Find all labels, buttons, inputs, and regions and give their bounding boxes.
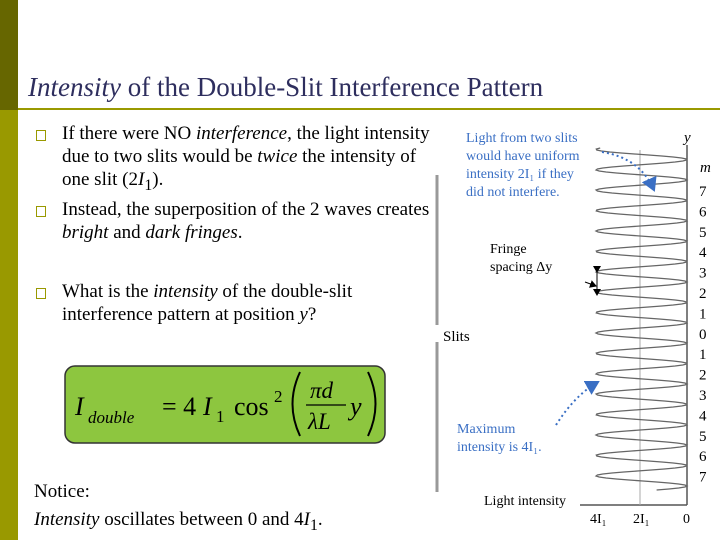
arrow xyxy=(584,280,597,288)
m-tick-label: 5 xyxy=(699,225,707,241)
m-tick-label: 2 xyxy=(699,368,707,384)
m-label: m xyxy=(700,160,711,176)
formula-den: λL xyxy=(307,409,331,434)
side-bar xyxy=(0,110,18,540)
m-tick-label: 2 xyxy=(699,286,707,302)
bullet-marker xyxy=(36,130,46,141)
annotation-line: spacing Δy xyxy=(490,260,552,275)
notice-head: Notice: xyxy=(34,481,90,502)
x-tick-label: 0 xyxy=(683,512,690,527)
formula-i: I xyxy=(202,392,213,421)
slits-label: Slits xyxy=(443,329,470,345)
notice-i: I xyxy=(303,509,310,530)
m-tick-label: 0 xyxy=(699,327,707,343)
title-italic: Intensity xyxy=(28,72,121,102)
annotation-line: did not interfere. xyxy=(466,185,560,200)
text-run: and xyxy=(108,222,146,243)
formula-num: πd xyxy=(310,378,334,403)
arrow xyxy=(601,151,657,192)
title: Intensity of the Double-Slit Interferenc… xyxy=(28,72,543,103)
text-run: the intensity of one slit (2 xyxy=(62,146,417,190)
text-run: I xyxy=(138,169,145,190)
text-run: 1 xyxy=(144,176,153,194)
paren xyxy=(367,371,377,437)
formula: I double = 4 I 1 cos 2 πd λL y xyxy=(74,371,377,437)
arrow xyxy=(555,380,600,426)
formula-cos: cos xyxy=(234,392,269,421)
text-run: If there were NO xyxy=(62,123,196,144)
x-tick-label: 4I₁ xyxy=(590,512,607,527)
annotation-line: intensity is 4I₁. xyxy=(457,440,542,455)
formula-box xyxy=(64,365,386,444)
annotation-line: Light from two slits xyxy=(466,131,578,146)
notice-body: Intensity oscillates between 0 and 4I1. xyxy=(34,506,323,540)
formula-y: y xyxy=(347,392,362,421)
notice: Notice: Intensity oscillates between 0 a… xyxy=(34,478,323,540)
m-tick-label: 1 xyxy=(699,347,707,363)
bullet-text: What is the intensity of the double-slit… xyxy=(62,280,432,326)
m-tick-label: 6 xyxy=(699,449,707,465)
y-label: y xyxy=(682,130,691,146)
annotation-line: would have uniform xyxy=(466,149,580,164)
formula-eq: = 4 xyxy=(162,392,196,421)
notice-text: oscillates between 0 and 4 xyxy=(99,509,304,530)
m-tick-label: 4 xyxy=(699,408,707,424)
m-tick-label: 5 xyxy=(699,429,707,445)
annotation-line: intensity 2I₁ if they xyxy=(466,167,574,182)
notice-italic: Intensity xyxy=(34,509,100,530)
m-tick-label: 3 xyxy=(699,388,707,404)
notice-end: . xyxy=(317,509,323,530)
m-tick-label: 4 xyxy=(699,245,707,261)
m-tick-label: 3 xyxy=(699,266,707,282)
text-run: dark fringes xyxy=(145,222,238,243)
title-text: of the Double-Slit Interference Pattern xyxy=(120,72,544,102)
text-run: y xyxy=(299,304,308,325)
text-run: . xyxy=(237,222,243,243)
m-tick-label: 6 xyxy=(699,204,707,220)
text-run: bright xyxy=(62,222,109,243)
side-bar xyxy=(0,0,18,110)
text-run: intensity xyxy=(153,281,218,302)
x-label: Light intensity xyxy=(484,494,566,509)
text-run: interference xyxy=(195,123,288,144)
text-run: , the light intensity due to two slits w… xyxy=(62,123,430,167)
text-run: twice xyxy=(257,146,298,167)
bullet-text: Instead, the superposition of the 2 wave… xyxy=(62,198,432,244)
text-run: Instead, the superposition of the 2 wave… xyxy=(62,199,430,220)
intensity-curve xyxy=(594,147,689,491)
title-rule xyxy=(18,108,720,110)
paren xyxy=(291,371,301,437)
formula-sub: double xyxy=(88,408,135,427)
text-run: of the double-slit interference pattern … xyxy=(62,281,353,325)
m-tick-label: 1 xyxy=(699,306,707,322)
formula-lhs: I xyxy=(74,392,85,421)
formula-isub: 1 xyxy=(216,407,225,426)
text-run: ). xyxy=(152,169,164,190)
x-tick-label: 2I₁ xyxy=(633,512,650,527)
text-run: ? xyxy=(307,304,317,325)
bullet-marker xyxy=(36,288,46,299)
formula-pow: 2 xyxy=(274,387,283,406)
bullet-text: If there were NO interference, the light… xyxy=(62,122,432,197)
text-run: What is the xyxy=(62,281,154,302)
annotation-line: Fringe xyxy=(490,242,527,257)
bullet-marker xyxy=(36,206,46,217)
notice-sub: 1 xyxy=(309,516,318,534)
m-tick-label: 7 xyxy=(699,470,707,486)
m-tick-label: 7 xyxy=(699,184,707,200)
annotation-line: Maximum xyxy=(457,422,515,437)
